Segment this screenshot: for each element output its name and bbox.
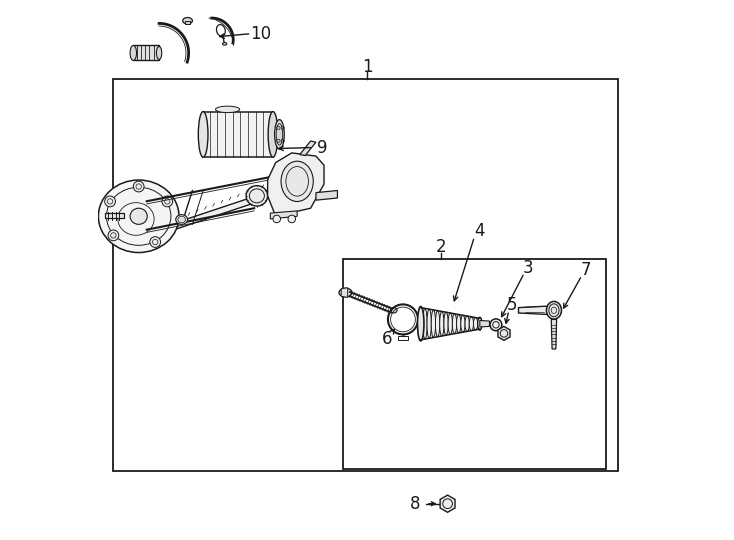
Ellipse shape [432, 310, 435, 338]
Polygon shape [433, 310, 437, 338]
Ellipse shape [175, 215, 188, 224]
Ellipse shape [473, 318, 478, 330]
Ellipse shape [546, 301, 562, 319]
Ellipse shape [457, 314, 461, 333]
Polygon shape [105, 213, 124, 218]
Ellipse shape [198, 112, 208, 157]
Ellipse shape [390, 308, 397, 313]
Polygon shape [518, 306, 553, 315]
Ellipse shape [156, 46, 161, 59]
Polygon shape [425, 308, 429, 339]
Polygon shape [316, 191, 338, 200]
Ellipse shape [339, 288, 352, 297]
Polygon shape [551, 320, 556, 349]
Polygon shape [270, 211, 297, 219]
Ellipse shape [418, 308, 423, 340]
Polygon shape [437, 310, 442, 337]
Ellipse shape [435, 310, 440, 337]
Ellipse shape [469, 317, 473, 330]
Circle shape [162, 196, 172, 207]
Polygon shape [268, 153, 324, 217]
Polygon shape [398, 335, 408, 340]
Circle shape [490, 319, 502, 330]
Ellipse shape [216, 106, 240, 113]
Text: 7: 7 [581, 261, 592, 279]
Polygon shape [203, 112, 273, 157]
Ellipse shape [440, 312, 444, 336]
Polygon shape [476, 318, 480, 330]
Polygon shape [459, 314, 463, 333]
Polygon shape [442, 312, 446, 336]
Ellipse shape [448, 313, 452, 334]
Ellipse shape [423, 308, 427, 339]
Ellipse shape [478, 318, 482, 330]
Polygon shape [134, 45, 159, 60]
Polygon shape [440, 495, 455, 512]
Polygon shape [341, 288, 348, 298]
Circle shape [105, 196, 115, 207]
Polygon shape [185, 21, 190, 24]
Circle shape [108, 230, 119, 241]
Ellipse shape [222, 43, 227, 45]
Circle shape [134, 181, 144, 192]
Polygon shape [463, 315, 467, 332]
Ellipse shape [275, 119, 284, 149]
Circle shape [150, 237, 161, 247]
Ellipse shape [98, 180, 179, 253]
Polygon shape [450, 313, 454, 334]
Ellipse shape [183, 17, 192, 24]
Ellipse shape [130, 45, 137, 60]
Bar [343, 259, 606, 469]
Polygon shape [467, 316, 471, 332]
Polygon shape [498, 326, 510, 340]
Text: 5: 5 [506, 296, 517, 314]
Polygon shape [300, 141, 316, 156]
Circle shape [288, 215, 296, 222]
Text: 6: 6 [382, 330, 392, 348]
Polygon shape [454, 314, 459, 334]
Ellipse shape [452, 314, 457, 334]
Text: 2: 2 [435, 239, 446, 256]
Text: 10: 10 [250, 25, 271, 43]
Ellipse shape [418, 307, 424, 341]
Ellipse shape [444, 312, 448, 335]
Polygon shape [429, 309, 433, 338]
Ellipse shape [461, 315, 465, 332]
Ellipse shape [268, 112, 278, 157]
Ellipse shape [130, 208, 148, 224]
Polygon shape [480, 321, 490, 327]
Text: 3: 3 [523, 259, 534, 277]
Text: 4: 4 [475, 222, 485, 240]
Text: 9: 9 [316, 139, 327, 157]
Text: 8: 8 [410, 495, 421, 512]
Ellipse shape [246, 186, 268, 206]
Bar [114, 79, 619, 471]
Text: 1: 1 [362, 58, 372, 76]
Ellipse shape [427, 309, 432, 338]
Ellipse shape [281, 161, 313, 201]
Polygon shape [446, 312, 450, 335]
Polygon shape [471, 317, 476, 330]
Circle shape [273, 215, 280, 222]
Polygon shape [421, 308, 425, 340]
Ellipse shape [478, 319, 482, 329]
Ellipse shape [465, 316, 469, 332]
Polygon shape [123, 184, 292, 247]
